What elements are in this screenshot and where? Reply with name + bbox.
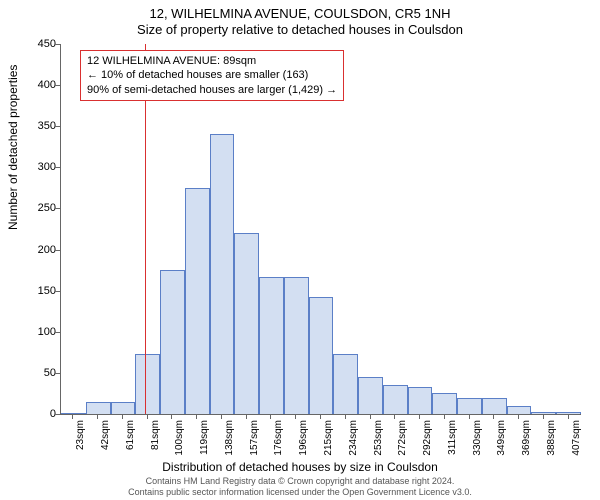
histogram-bar — [259, 277, 284, 414]
xtick-mark — [568, 414, 569, 419]
histogram-bar — [556, 412, 581, 414]
histogram-bar — [185, 188, 210, 414]
title-address: 12, WILHELMINA AVENUE, COULSDON, CR5 1NH — [0, 6, 600, 21]
ytick-mark — [55, 167, 60, 168]
xtick-label: 157sqm — [249, 420, 260, 456]
xtick-mark — [370, 414, 371, 419]
histogram-bar — [160, 270, 185, 414]
x-axis-label: Distribution of detached houses by size … — [0, 460, 600, 474]
annotation-line: 90% of semi-detached houses are larger (… — [87, 83, 337, 97]
xtick-mark — [493, 414, 494, 419]
histogram-bar — [135, 354, 160, 414]
xtick-label: 407sqm — [571, 420, 582, 456]
histogram-bar — [408, 387, 433, 414]
xtick-label: 388sqm — [546, 420, 557, 456]
xtick-mark — [270, 414, 271, 419]
ytick-mark — [55, 332, 60, 333]
xtick-label: 253sqm — [373, 420, 384, 456]
histogram-bar — [61, 413, 86, 414]
xtick-mark — [246, 414, 247, 419]
ytick-label: 400 — [38, 79, 56, 91]
ytick-label: 200 — [38, 244, 56, 256]
xtick-label: 61sqm — [125, 420, 136, 450]
ytick-mark — [55, 85, 60, 86]
xtick-label: 215sqm — [323, 420, 334, 456]
ytick-mark — [55, 414, 60, 415]
ytick-mark — [55, 373, 60, 374]
histogram-bar — [507, 406, 532, 414]
xtick-mark — [469, 414, 470, 419]
xtick-mark — [97, 414, 98, 419]
ytick-mark — [55, 44, 60, 45]
histogram-bar — [309, 297, 334, 414]
ytick-mark — [55, 126, 60, 127]
xtick-mark — [444, 414, 445, 419]
histogram-bar — [358, 377, 383, 414]
xtick-label: 369sqm — [521, 420, 532, 456]
ytick-label: 300 — [38, 161, 56, 173]
ytick-label: 150 — [38, 285, 56, 297]
histogram-bar — [284, 277, 309, 414]
ytick-label: 250 — [38, 202, 56, 214]
histogram-bar — [531, 412, 556, 414]
ytick-label: 350 — [38, 120, 56, 132]
xtick-label: 42sqm — [100, 420, 111, 450]
xtick-mark — [295, 414, 296, 419]
xtick-mark — [147, 414, 148, 419]
annotation-line: 12 WILHELMINA AVENUE: 89sqm — [87, 54, 337, 68]
xtick-mark — [122, 414, 123, 419]
xtick-mark — [320, 414, 321, 419]
footer-line2: Contains public sector information licen… — [0, 487, 600, 498]
xtick-label: 100sqm — [174, 420, 185, 456]
ytick-label: 450 — [38, 38, 56, 50]
xtick-label: 23sqm — [75, 420, 86, 450]
histogram-bar — [333, 354, 358, 414]
xtick-mark — [221, 414, 222, 419]
histogram-bar — [210, 134, 235, 414]
histogram-bar — [457, 398, 482, 414]
xtick-label: 138sqm — [224, 420, 235, 456]
xtick-label: 330sqm — [472, 420, 483, 456]
xtick-label: 176sqm — [273, 420, 284, 456]
histogram-bar — [234, 233, 259, 414]
annotation-box: 12 WILHELMINA AVENUE: 89sqm← 10% of deta… — [80, 50, 344, 101]
histogram-bar — [432, 393, 457, 414]
xtick-mark — [72, 414, 73, 419]
xtick-label: 292sqm — [422, 420, 433, 456]
ytick-mark — [55, 291, 60, 292]
histogram-bar — [86, 402, 111, 414]
footer-line1: Contains HM Land Registry data © Crown c… — [0, 476, 600, 487]
histogram-bar — [482, 398, 507, 414]
xtick-label: 196sqm — [298, 420, 309, 456]
title-subtitle: Size of property relative to detached ho… — [0, 22, 600, 37]
xtick-mark — [419, 414, 420, 419]
xtick-label: 81sqm — [150, 420, 161, 450]
ytick-mark — [55, 250, 60, 251]
ytick-label: 100 — [38, 326, 56, 338]
ytick-mark — [55, 208, 60, 209]
xtick-label: 119sqm — [199, 420, 210, 455]
y-axis-label: Number of detached properties — [6, 65, 20, 230]
xtick-mark — [171, 414, 172, 419]
xtick-mark — [196, 414, 197, 419]
xtick-label: 349sqm — [496, 420, 507, 456]
xtick-label: 311sqm — [447, 420, 458, 455]
xtick-mark — [543, 414, 544, 419]
footer-credits: Contains HM Land Registry data © Crown c… — [0, 476, 600, 498]
histogram-bar — [111, 402, 136, 414]
annotation-line: ← 10% of detached houses are smaller (16… — [87, 68, 337, 82]
xtick-mark — [394, 414, 395, 419]
xtick-mark — [345, 414, 346, 419]
xtick-label: 234sqm — [348, 420, 359, 456]
xtick-mark — [518, 414, 519, 419]
histogram-bar — [383, 385, 408, 414]
xtick-label: 272sqm — [397, 420, 408, 456]
